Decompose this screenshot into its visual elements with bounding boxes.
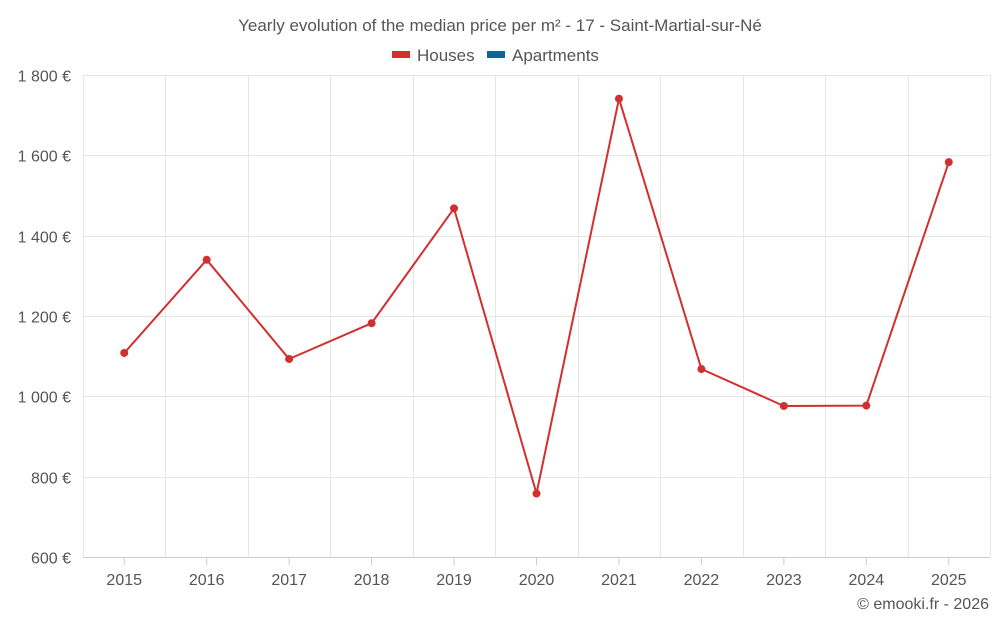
chart-title: Yearly evolution of the median price per… <box>238 16 762 35</box>
houses-point-2018[interactable] <box>367 319 376 328</box>
houses-point-2023[interactable] <box>779 401 788 410</box>
y-tick-label: 1 000 € <box>18 390 71 407</box>
houses-point-2019[interactable] <box>450 204 459 213</box>
x-tick-label: 2016 <box>189 572 225 589</box>
x-tick-label: 2022 <box>684 572 720 589</box>
x-tick-label: 2018 <box>354 572 390 589</box>
grid-lines <box>83 75 991 558</box>
legend-swatch-houses <box>392 51 410 58</box>
x-tick-label: 2023 <box>766 572 802 589</box>
houses-point-2020[interactable] <box>532 489 541 498</box>
houses-point-2021[interactable] <box>614 94 623 103</box>
houses-point-2017[interactable] <box>285 354 294 363</box>
y-axis-ticks: 600 € 800 € 1 000 € 1 200 € 1 400 € 1 600 € 1 … <box>18 69 71 568</box>
y-tick-label: 1 400 € <box>18 230 71 247</box>
houses-point-2024[interactable] <box>862 401 871 410</box>
houses-point-2016[interactable] <box>202 255 211 264</box>
credit-text: © emooki.fr - 2026 <box>857 596 989 613</box>
legend: Houses Apartments <box>392 46 599 65</box>
x-tick-label: 2025 <box>931 572 967 589</box>
y-tick-label: 1 800 € <box>18 69 71 86</box>
y-tick-label: 600 € <box>31 551 71 568</box>
houses-point-2015[interactable] <box>120 348 129 357</box>
x-tick-label: 2024 <box>849 572 885 589</box>
x-tick-label: 2020 <box>519 572 555 589</box>
x-tick-label: 2017 <box>271 572 307 589</box>
houses-point-2025[interactable] <box>944 158 953 167</box>
x-tick-label: 2015 <box>106 572 142 589</box>
legend-label-apartments[interactable]: Apartments <box>512 46 599 65</box>
x-tick-label: 2021 <box>601 572 637 589</box>
y-tick-label: 1 200 € <box>18 310 71 327</box>
legend-label-houses[interactable]: Houses <box>417 46 475 65</box>
y-tick-label: 800 € <box>31 471 71 488</box>
y-tick-label: 1 600 € <box>18 149 71 166</box>
x-axis-ticks: 2015 2016 2017 2018 2019 2020 2021 2022 2023 2024… <box>106 557 967 589</box>
series-houses <box>120 94 953 498</box>
legend-swatch-apartments <box>487 51 505 58</box>
houses-point-2022[interactable] <box>697 365 706 374</box>
x-tick-label: 2019 <box>436 572 472 589</box>
